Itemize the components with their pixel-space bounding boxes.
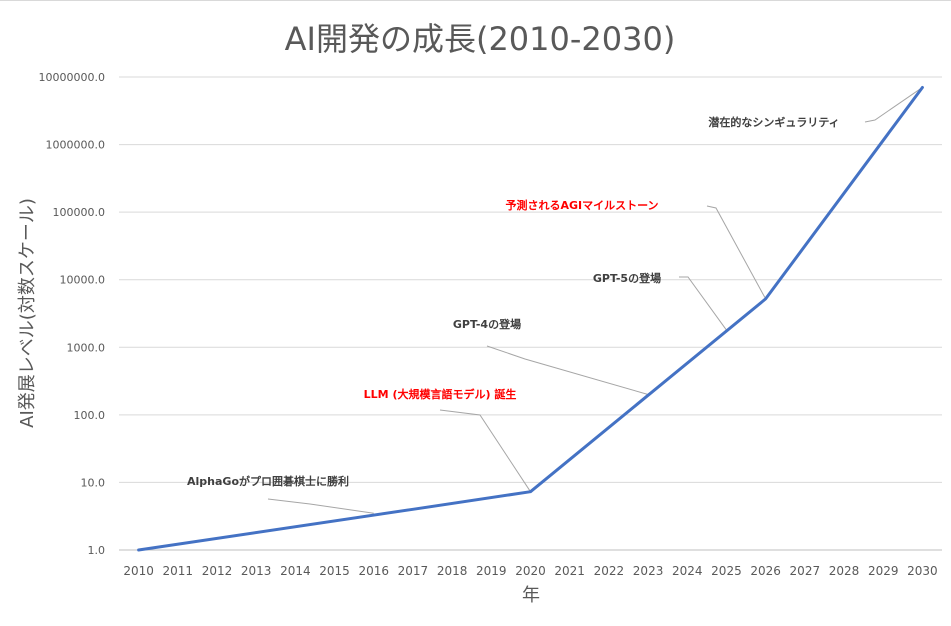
x-tick-label: 2030 [907, 564, 938, 578]
y-tick-label: 1000000.0 [46, 139, 106, 152]
x-tick-label: 2026 [750, 564, 781, 578]
x-tick-label: 2017 [398, 564, 429, 578]
x-tick-label: 2011 [163, 564, 194, 578]
x-axis-ticks: 2010 2011 2012 2013 2014 2015 2016 2017 2018 2019… [123, 564, 937, 578]
y-tick-label: 10.0 [81, 476, 106, 489]
y-tick-label: 10000000.0 [39, 71, 105, 84]
x-tick-label: 2010 [123, 564, 154, 578]
x-tick-label: 2028 [829, 564, 860, 578]
x-tick-label: 2019 [476, 564, 507, 578]
y-axis-ticks: 1.0 10.0 100.0 1000.0 10000.0 100000.0 1000000… [39, 71, 105, 557]
annotation-leader-line [439, 409, 531, 492]
annotation-label: GPT-4の登場 [453, 317, 521, 331]
y-tick-label: 10000.0 [60, 274, 106, 287]
x-tick-label: 2014 [280, 564, 311, 578]
annotation-label: GPT-5の登場 [593, 271, 661, 285]
y-tick-label: 100.0 [74, 409, 106, 422]
gridlines [119, 76, 942, 551]
chart-title: AI開発の成長(2010-2030) [285, 20, 676, 58]
x-tick-label: 2018 [437, 564, 468, 578]
x-tick-label: 2016 [358, 564, 389, 578]
x-tick-label: 2015 [319, 564, 350, 578]
annotation-leader-line [864, 87, 923, 123]
annotation-leader-line [679, 276, 727, 331]
annotation-leader-line [706, 205, 767, 300]
annotation-label: AlphaGoがプロ囲碁棋士に勝利 [187, 474, 349, 488]
series [137, 86, 924, 552]
series-line [137, 86, 924, 552]
annotations: AlphaGoがプロ囲碁棋士に勝利 LLM (大規模言語モデル) 誕生 GPT-4の… [187, 87, 923, 514]
x-tick-label: 2024 [672, 564, 703, 578]
x-tick-label: 2027 [790, 564, 821, 578]
x-tick-label: 2022 [594, 564, 625, 578]
y-tick-label: 1.0 [88, 544, 106, 557]
x-tick-label: 2012 [202, 564, 233, 578]
annotation-leader-line [267, 498, 374, 514]
annotation-label: LLM (大規模言語モデル) 誕生 [364, 387, 517, 401]
y-tick-label: 100000.0 [53, 206, 106, 219]
x-axis-title: 年 [522, 585, 540, 606]
x-tick-label: 2021 [554, 564, 585, 578]
x-tick-label: 2020 [515, 564, 546, 578]
x-tick-label: 2029 [868, 564, 899, 578]
y-tick-label: 1000.0 [67, 341, 106, 354]
annotation-label: 潜在的なシンギュラリティ [708, 115, 839, 129]
annotation-leader-line [486, 345, 649, 395]
x-tick-label: 2013 [241, 564, 272, 578]
x-tick-label: 2025 [711, 564, 742, 578]
x-tick-label: 2023 [633, 564, 664, 578]
annotation-label: 予測されるAGIマイルストーン [505, 198, 658, 212]
y-axis-title: AI発展レベル(対数スケール) [17, 198, 38, 428]
